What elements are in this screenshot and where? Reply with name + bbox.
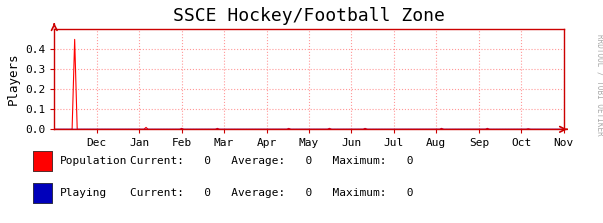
Bar bbox=[33, 183, 52, 203]
Y-axis label: Players: Players bbox=[7, 53, 19, 105]
Title: SSCE Hockey/Football Zone: SSCE Hockey/Football Zone bbox=[173, 7, 445, 25]
Text: Current:   0   Average:   0   Maximum:   0: Current: 0 Average: 0 Maximum: 0 bbox=[130, 188, 413, 198]
Text: RRDTOOL / TOBI OETIKER: RRDTOOL / TOBI OETIKER bbox=[596, 34, 603, 136]
Text: Playing: Playing bbox=[60, 188, 107, 198]
Text: Population: Population bbox=[60, 156, 128, 165]
Bar bbox=[33, 151, 52, 171]
Text: Current:   0   Average:   0   Maximum:   0: Current: 0 Average: 0 Maximum: 0 bbox=[130, 156, 413, 165]
